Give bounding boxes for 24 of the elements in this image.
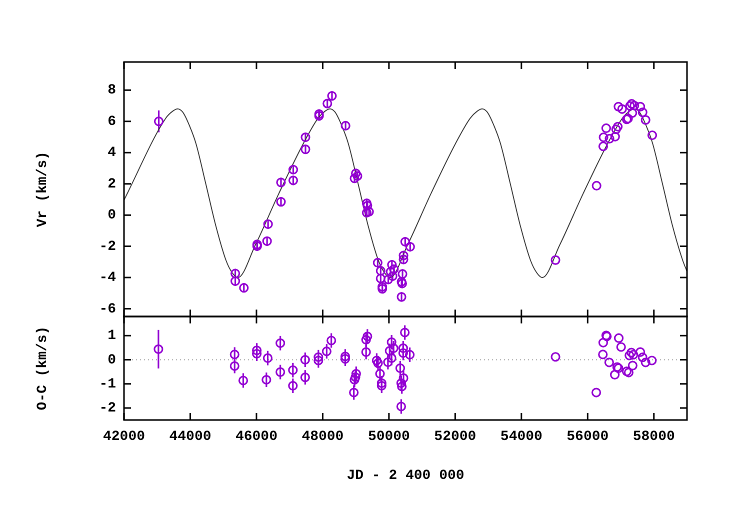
y-tick-label: 1 [108,328,116,344]
x-tick-label: 46000 [235,428,278,445]
x-tick-label: 44000 [169,428,212,445]
x-tick-label: 56000 [566,428,609,445]
y-tick-label: -2 [99,238,116,255]
y-tick-label: -2 [99,400,116,416]
y-axis-title: Vr (km/s) [34,151,51,228]
x-tick-label: 52000 [434,428,476,445]
x-tick-label: 42000 [102,428,146,445]
y-tick-label: 0 [108,208,116,224]
y-axis-title: O-C (km/s) [34,326,51,410]
y-tick-label: 8 [108,82,116,99]
x-tick-label: 48000 [302,428,344,445]
x-tick-label: 50000 [368,428,410,445]
y-tick-label: 0 [108,352,116,368]
x-tick-label: 58000 [632,428,675,445]
y-tick-label: -1 [99,376,116,392]
y-tick-label: 2 [108,176,116,192]
y-tick-label: 6 [108,114,116,130]
y-tick-label: -4 [99,270,116,286]
y-tick-label: -6 [99,301,116,318]
x-axis-title: JD - 2 400 000 [346,468,464,484]
y-tick-label: 4 [108,145,116,162]
x-tick-label: 54000 [500,428,542,445]
